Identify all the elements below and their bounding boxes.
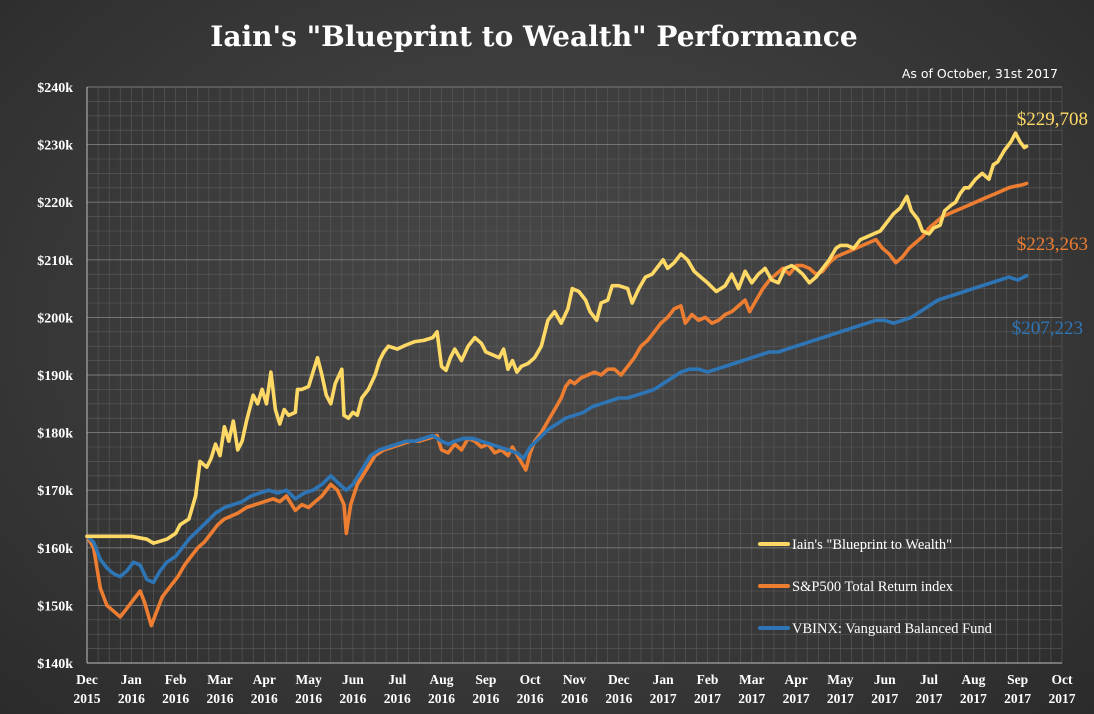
x-tick-month: Jan xyxy=(653,672,675,687)
x-tick-month: Aug xyxy=(961,672,985,687)
series-lines xyxy=(85,131,1029,628)
y-tick-label: $180k xyxy=(37,427,73,442)
y-tick-label: $170k xyxy=(37,484,73,499)
x-tick-month: Dec xyxy=(76,672,98,687)
x-tick-year: 2017 xyxy=(1004,691,1031,706)
end-value-label: $223,263 xyxy=(1017,234,1088,255)
y-tick-label: $200k xyxy=(37,311,73,326)
grid xyxy=(86,86,1063,664)
x-tick-month: Oct xyxy=(1052,672,1073,687)
chart-title: Iain's "Blueprint to Wealth" Performance xyxy=(210,20,857,53)
x-tick-year: 2016 xyxy=(118,691,145,706)
x-tick-month: Dec xyxy=(608,672,630,687)
x-tick-month: Feb xyxy=(697,672,719,687)
x-tick-month: Apr xyxy=(784,672,807,687)
legend-entry: Iain's "Blueprint to Wealth" xyxy=(792,537,952,553)
x-tick-year: 2017 xyxy=(738,691,765,706)
y-tick-label: $220k xyxy=(37,196,73,211)
x-tick-month: Feb xyxy=(165,672,187,687)
y-tick-label: $160k xyxy=(37,542,73,557)
x-tick-year: 2016 xyxy=(384,691,411,706)
end-labels: $229,708 $223,263 $207,223 xyxy=(1012,109,1088,339)
x-tick-year: 2017 xyxy=(960,691,987,706)
x-tick-year: 2017 xyxy=(916,691,943,706)
x-tick-month: Apr xyxy=(253,672,276,687)
x-tick-year: 2016 xyxy=(561,691,588,706)
series-line-0 xyxy=(85,131,1029,545)
y-tick-label: $240k xyxy=(37,81,73,96)
x-tick-year: 2017 xyxy=(650,691,677,706)
x-tick-month: Oct xyxy=(520,672,541,687)
x-tick-month: Jan xyxy=(121,672,143,687)
x-tick-year: 2016 xyxy=(428,691,455,706)
x-tick-year: 2016 xyxy=(339,691,366,706)
x-tick-year: 2015 xyxy=(74,691,101,706)
x-tick-year: 2017 xyxy=(694,691,721,706)
y-tick-label: $190k xyxy=(37,369,73,384)
legend-entry: S&P500 Total Return index xyxy=(792,579,954,595)
x-tick-year: 2016 xyxy=(251,691,278,706)
legend: Iain's "Blueprint to Wealth" S&P500 Total… xyxy=(758,537,993,637)
series-line-2 xyxy=(85,274,1029,585)
x-tick-month: Mar xyxy=(207,672,232,687)
x-tick-year: 2016 xyxy=(605,691,632,706)
x-tick-month: Sep xyxy=(475,672,496,687)
x-tick-year: 2016 xyxy=(517,691,544,706)
x-tick-year: 2017 xyxy=(827,691,854,706)
x-tick-year: 2017 xyxy=(783,691,810,706)
x-tick-year: 2017 xyxy=(871,691,898,706)
x-tick-month: May xyxy=(827,672,853,687)
axes: $140k $150k $160k $170k $180k $190k $200k $210k… xyxy=(37,81,1076,706)
x-tick-year: 2016 xyxy=(472,691,499,706)
x-tick-month: Jun xyxy=(874,672,896,687)
y-tick-label: $230k xyxy=(37,139,73,154)
end-value-label: $229,708 xyxy=(1017,109,1088,130)
x-tick-year: 2016 xyxy=(295,691,322,706)
x-tick-month: Sep xyxy=(1007,672,1028,687)
y-tick-label: $150k xyxy=(37,599,73,614)
series-line-1 xyxy=(85,181,1029,628)
legend-entry: VBINX: Vanguard Balanced Fund xyxy=(792,621,993,637)
x-tick-month: Aug xyxy=(430,672,454,687)
x-tick-month: Jun xyxy=(342,672,364,687)
x-tick-month: Jul xyxy=(920,672,938,687)
x-tick-year: 2017 xyxy=(1049,691,1076,706)
chart-subtitle: As of October, 31st 2017 xyxy=(902,66,1058,81)
y-tick-label: $140k xyxy=(37,657,73,672)
y-tick-label: $210k xyxy=(37,254,73,269)
x-tick-month: Jul xyxy=(388,672,406,687)
x-tick-year: 2016 xyxy=(162,691,189,706)
x-tick-month: Nov xyxy=(563,672,586,687)
x-tick-year: 2016 xyxy=(206,691,233,706)
x-tick-month: May xyxy=(295,672,321,687)
end-value-label: $207,223 xyxy=(1012,318,1083,339)
x-tick-month: Mar xyxy=(739,672,764,687)
